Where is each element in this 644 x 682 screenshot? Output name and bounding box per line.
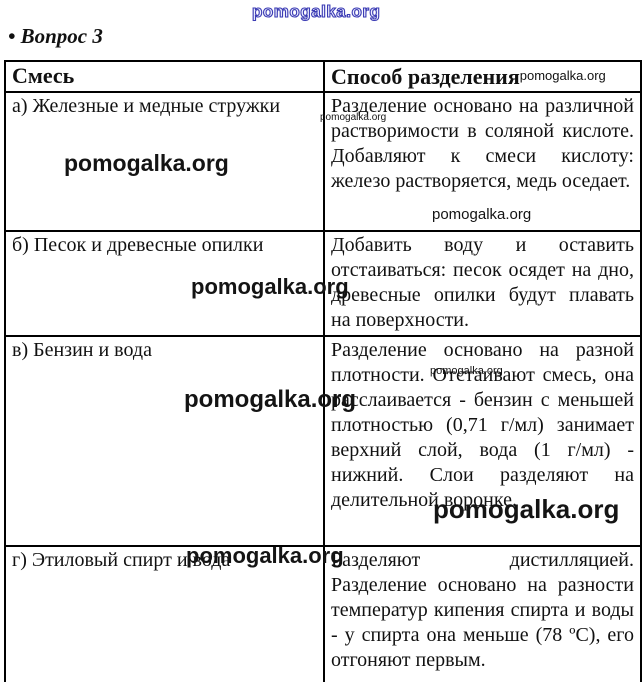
header-cell-mixture: Смесь <box>4 60 325 93</box>
watermark-header-inline: pomogalka.org <box>519 68 606 83</box>
mixture-cell-v: в) Бензин и вода <box>4 335 325 547</box>
mixture-cell-b: б) Песок и древесные опилки <box>4 230 325 337</box>
watermark-top: pomogalka.org <box>251 1 381 21</box>
method-cell-g: Разделяют дистилляцией. Разделение основ… <box>323 545 642 682</box>
mixture-cell-a: а) Железные и медные стружки <box>4 91 325 232</box>
question-heading: • Вопрос 3 <box>8 24 103 48</box>
method-cell-b: Добавить воду и оставить отстаиваться: п… <box>323 230 642 337</box>
table-row: б) Песок и древесные опилки Добавить вод… <box>4 230 642 337</box>
mixture-cell-g: г) Этиловый спирт и вода <box>4 545 325 682</box>
table-row: в) Бензин и вода Разделение основано на … <box>4 335 642 547</box>
method-cell-v: Разделение основано на разной плотности.… <box>323 335 642 547</box>
table-header-row: Смесь Способ разделенияpomogalka.org <box>4 60 642 93</box>
mixtures-table: Смесь Способ разделенияpomogalka.org а) … <box>4 60 642 682</box>
header-mixture-label: Смесь <box>12 63 75 88</box>
header-method-label: Способ разделения <box>331 64 520 89</box>
table-row: г) Этиловый спирт и вода Разделяют дисти… <box>4 545 642 682</box>
header-cell-method: Способ разделенияpomogalka.org <box>323 60 642 93</box>
table-row: а) Железные и медные стружки Разделение … <box>4 91 642 232</box>
method-cell-a: Разделение основано на различной раствор… <box>323 91 642 232</box>
